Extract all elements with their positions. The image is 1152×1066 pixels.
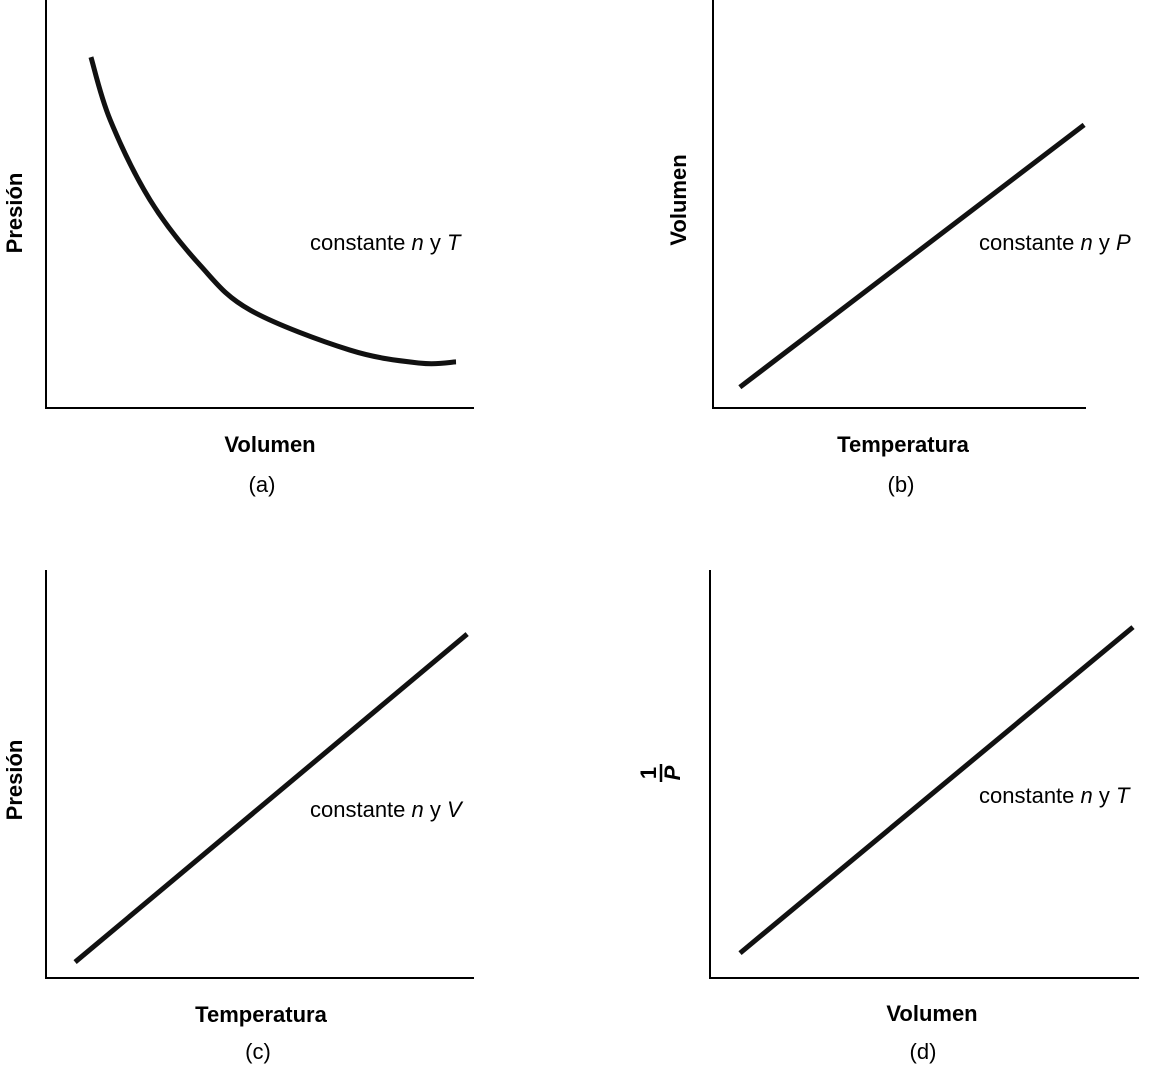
chart-panel-b: Volumen Temperatura (b) constante n y P [666, 0, 1131, 497]
panel-label: (c) [245, 1039, 271, 1064]
y-axis-label: Volumen [666, 154, 691, 245]
panel-label: (a) [249, 472, 276, 497]
constant-annotation: constante n y T [310, 230, 462, 255]
constant-annotation: constante n y V [310, 797, 464, 822]
x-axis-label: Volumen [224, 432, 315, 457]
constant-annotation: constante n y P [979, 230, 1131, 255]
y-axis-label: Presión [2, 173, 27, 254]
y-axis-label: Presión [2, 740, 27, 821]
x-axis-label: Volumen [886, 1001, 977, 1026]
chart-panel-d: 1 P Volumen (d) constante n y T [636, 570, 1139, 1064]
y-label-denominator: P [660, 765, 685, 780]
chart-panel-c: Presión Temperatura (c) constante n y V [2, 570, 474, 1064]
series-line [738, 122, 1086, 390]
x-axis-label: Temperatura [195, 1002, 327, 1027]
y-label-numerator: 1 [636, 767, 661, 779]
series-line [73, 632, 469, 965]
series-line [88, 56, 457, 367]
chart-panel-a: Presión Volumen (a) constante n y T [2, 0, 474, 497]
x-axis-label: Temperatura [837, 432, 969, 457]
series-line [738, 625, 1135, 956]
constant-annotation: constante n y T [979, 783, 1131, 808]
panel-label: (d) [910, 1039, 937, 1064]
panel-label: (b) [888, 472, 915, 497]
